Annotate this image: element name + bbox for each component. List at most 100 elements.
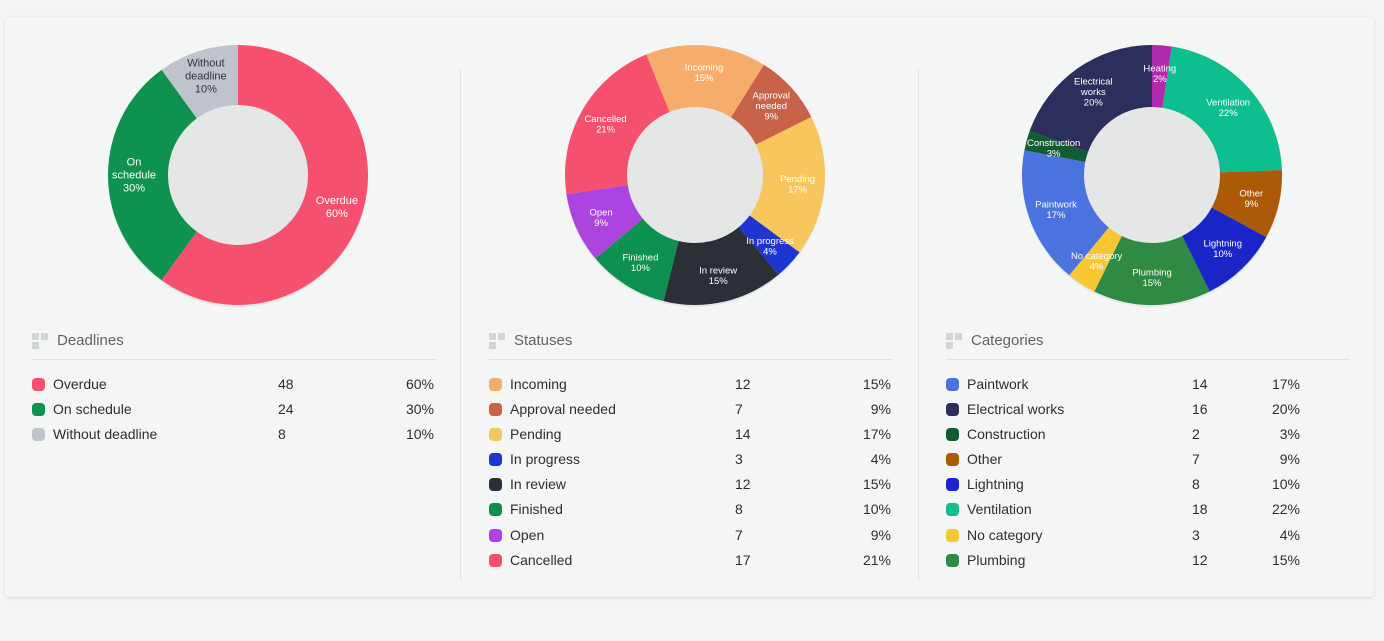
paintwork-slice[interactable]	[1022, 150, 1109, 276]
legend-count: 8	[735, 501, 743, 518]
electrical-works-slice-label: Electrical works 20%	[1074, 77, 1113, 109]
legend-item: Overdue 48 60%	[32, 376, 436, 401]
construction-slice-label: Construction 3%	[1027, 138, 1080, 160]
legend-label: Cancelled	[510, 551, 573, 568]
widget-icon	[489, 333, 506, 350]
finished-slice-label: Finished 10%	[622, 253, 658, 274]
approval-needed-slice[interactable]	[731, 64, 812, 145]
in-review-slice-label: In review 15%	[699, 266, 737, 288]
legend-count: 14	[735, 426, 751, 443]
other-slice-label: Other 9%	[1239, 188, 1263, 210]
legend-count: 7	[1192, 451, 1200, 468]
legend-count: 14	[1192, 376, 1208, 392]
paintwork-color-dot	[946, 378, 959, 391]
legend-percent: 15%	[862, 476, 891, 493]
legend-count: 17	[735, 551, 751, 568]
legend-label: Paintwork	[967, 376, 1029, 392]
incoming-slice[interactable]	[646, 45, 764, 118]
legend-count: 3	[735, 451, 743, 468]
widget-icon	[32, 333, 49, 350]
lightning-slice-label: Lightning 10%	[1203, 239, 1242, 261]
cancelled-slice-label: Cancelled 21%	[584, 114, 626, 136]
in-review-slice[interactable]	[663, 227, 779, 305]
statuses-slice-labels: Incoming 15% Approval needed 9% Pending 17% In …	[584, 63, 815, 287]
legend-item: Plumbing 12 15%	[946, 552, 1350, 577]
overdue-slice[interactable]	[161, 45, 369, 305]
without-deadline-color-dot	[32, 428, 45, 442]
without-deadline-slice-label: Without deadline 10%	[185, 58, 227, 96]
plumbing-slice[interactable]	[1094, 235, 1210, 306]
legend-item: Finished 8 10%	[489, 501, 893, 526]
legend-label: Construction	[967, 426, 1046, 443]
heating-slice-label: Heating 2%	[1143, 64, 1176, 86]
legend-label: No category	[967, 526, 1043, 543]
legend-percent: 60%	[405, 376, 434, 392]
cancelled-slice[interactable]	[565, 54, 670, 195]
legend-item: Without deadline 8 10%	[32, 426, 436, 451]
overdue-color-dot	[32, 378, 45, 391]
statuses-panel: Incoming 15% Approval needed 9% Pending 17% In …	[489, 17, 899, 597]
legend-item: Cancelled 17 21%	[489, 552, 893, 577]
open-slice[interactable]	[566, 185, 643, 259]
lightning-slice[interactable]	[1182, 207, 1267, 292]
legend-percent: 15%	[1271, 551, 1300, 568]
legend-label: Ventilation	[967, 501, 1032, 518]
legend-item: Lightning 8 10%	[946, 476, 1350, 501]
legend-percent: 10%	[862, 501, 891, 518]
legend-count: 48	[278, 376, 294, 392]
categories-panel: Heating 2% Ventilation 22% Other 9% Lightning 1…	[946, 17, 1356, 597]
legend-label: Other	[967, 451, 1003, 468]
legend-item: Approval needed 7 9%	[489, 401, 893, 426]
legend-percent: 10%	[1271, 476, 1300, 493]
categories-slice-labels: Heating 2% Ventilation 22% Other 9% Lightning 1…	[1027, 64, 1263, 289]
statuses-title: Statuses	[514, 332, 573, 349]
other-slice[interactable]	[1211, 170, 1282, 238]
approval-needed-color-dot	[489, 403, 502, 417]
on-schedule-slice[interactable]	[107, 69, 197, 281]
legend-label: Electrical works	[967, 401, 1065, 418]
construction-slice[interactable]	[1024, 131, 1089, 163]
deadlines-legend: Overdue 48 60% On schedule 24 30% Without dead…	[32, 376, 436, 451]
legend-percent: 9%	[870, 401, 891, 418]
open-slice-label: Open 9%	[589, 208, 612, 230]
legend-item: Pending 14 17%	[489, 426, 893, 451]
legend-label: Approval needed	[510, 401, 616, 418]
on-schedule-color-dot	[32, 403, 45, 417]
in-progress-slice[interactable]	[738, 215, 800, 275]
ventilation-slice[interactable]	[1162, 46, 1282, 173]
legend-percent: 17%	[1271, 376, 1300, 392]
legend-item: Ventilation 18 22%	[946, 501, 1350, 526]
ventilation-slice-label: Ventilation 22%	[1206, 97, 1250, 119]
electrical-works-slice[interactable]	[1029, 45, 1152, 153]
heating-slice[interactable]	[1152, 45, 1172, 108]
deadlines-header: Deadlines	[32, 332, 436, 360]
legend-percent: 17%	[862, 426, 891, 443]
legend-percent: 20%	[1271, 401, 1300, 418]
paintwork-slice-label: Paintwork 17%	[1035, 200, 1077, 222]
legend-percent: 3%	[1279, 426, 1300, 443]
legend-count: 3	[1192, 526, 1200, 543]
finished-slice[interactable]	[595, 218, 679, 302]
legend-label: Lightning	[967, 476, 1024, 493]
widget-icon	[946, 333, 963, 350]
incoming-color-dot	[489, 378, 502, 391]
legend-item: Incoming 12 15%	[489, 376, 893, 401]
deadlines-title: Deadlines	[57, 332, 124, 349]
no-category-slice[interactable]	[1069, 227, 1122, 292]
legend-percent: 22%	[1271, 501, 1300, 518]
categories-donut-chart: Heating 2% Ventilation 22% Other 9% Lightning 1…	[1022, 45, 1282, 307]
lightning-color-dot	[946, 478, 959, 492]
legend-count: 8	[278, 426, 286, 443]
statuses-header: Statuses	[489, 332, 893, 360]
deadlines-slice-labels: Overdue 60% On schedule 30% Without deadline 10…	[112, 58, 358, 221]
categories-header: Categories	[946, 332, 1350, 360]
categories-title: Categories	[971, 332, 1044, 349]
legend-label: On schedule	[53, 401, 132, 418]
without-deadline-slice[interactable]	[161, 45, 238, 119]
open-color-dot	[489, 528, 502, 542]
cancelled-color-dot	[489, 553, 502, 567]
legend-count: 7	[735, 526, 743, 543]
construction-color-dot	[946, 428, 959, 442]
pending-slice[interactable]	[749, 116, 825, 253]
in-review-color-dot	[489, 478, 502, 492]
